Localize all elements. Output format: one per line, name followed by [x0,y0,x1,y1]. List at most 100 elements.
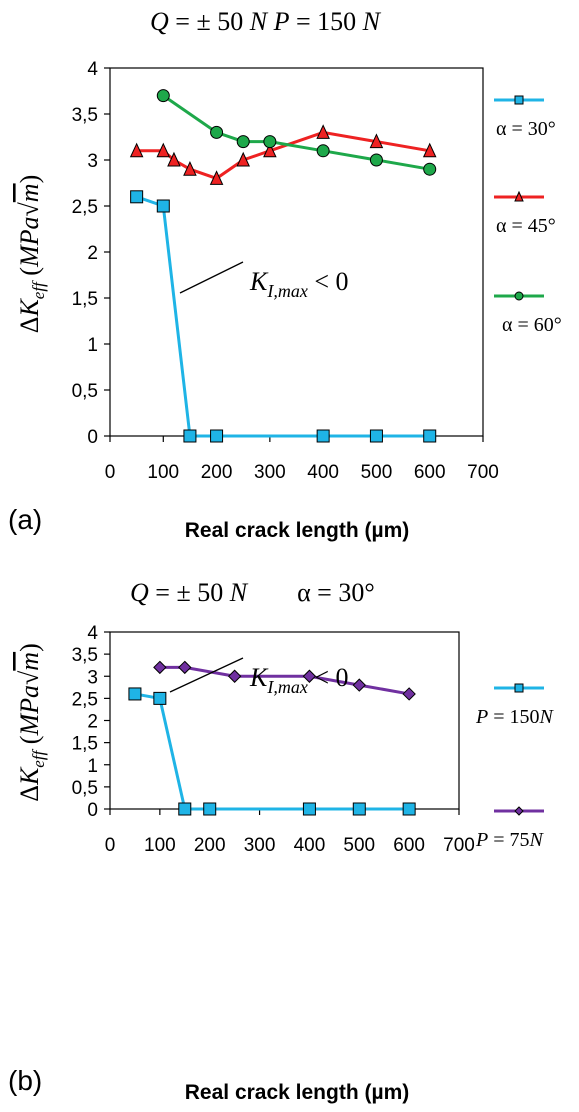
legend-marker [514,683,524,693]
data-point [210,429,224,443]
series-1 [129,124,437,185]
data-point [128,687,142,701]
series-line [136,130,430,181]
x-axis-label: Real crack length (µm) [185,1081,410,1104]
y-tick-label: 3 [87,667,98,688]
data-point [402,802,416,816]
y-tick-label: 0,5 [72,778,98,799]
series-0 [130,190,437,443]
x-tick-label: 700 [467,462,499,483]
x-tick-label: 600 [414,462,446,483]
annotation-kimax: KI,max < 0 [249,663,349,697]
y-tick-label: 2,5 [72,689,98,710]
data-point [423,429,437,443]
x-tick-label: 600 [393,835,425,856]
legend-label: P = 150N [475,706,555,728]
data-point [352,678,366,692]
x-tick-label: 100 [147,462,179,483]
x-tick-label: 400 [294,835,326,856]
legend-entry: α = 30° [494,95,556,140]
x-tick-label: 300 [244,835,276,856]
series-line [136,195,430,438]
data-point [263,135,277,149]
data-point [316,124,330,139]
y-tick-label: 1 [87,335,98,356]
data-point [227,669,242,683]
y-tick-label: 0 [87,427,98,448]
legend-label: α = 45° [496,215,556,237]
x-tick-label: 300 [254,462,286,483]
data-point [423,162,437,176]
data-point [153,691,167,705]
y-tick-label: 3,5 [72,645,98,666]
data-point [236,135,250,149]
data-point [203,802,217,816]
legend-marker [514,291,524,301]
chart-title: Q = ± 50 N P = 150 N [150,7,382,36]
data-point [236,151,250,167]
y-tick-label: 4 [87,623,98,644]
data-point [369,429,383,443]
data-point [156,199,170,213]
data-point [263,142,277,158]
data-point [178,660,192,675]
panel-label: (a) [8,504,42,535]
plot-frame [109,631,460,810]
y-tick-label: 1,5 [72,289,98,310]
series-0 [128,687,416,816]
data-point [210,125,224,139]
y-tick-label: 3 [87,151,98,172]
data-point [369,133,384,149]
legend-marker [514,190,524,202]
annotation-leader [179,261,244,294]
chart-panel-b: 00,511,522,533,540 100 200 300 400 500 600 700R… [8,578,555,1104]
legend-entry: α = 60° [494,291,562,336]
data-point [369,153,383,167]
x-axis-label: Real crack length (µm) [185,519,410,542]
y-tick-label: 1,5 [72,734,98,755]
data-point [183,161,197,176]
y-axis-label: ΔKeff (MPa√m) [15,643,48,802]
series-2 [156,89,437,176]
data-point [129,142,144,158]
y-tick-label: 2,5 [72,197,98,218]
data-point [302,802,316,816]
legend-label: P = 75N [475,829,545,851]
y-tick-label: 2 [87,712,98,733]
data-point [130,190,144,204]
x-tick-label: 0 [105,462,116,483]
data-point [167,151,181,167]
legend-entry: P = 75N [475,806,545,851]
data-point [422,142,437,158]
data-point [153,660,167,675]
y-tick-label: 3,5 [72,105,98,126]
data-point [156,142,171,158]
legend-marker [514,806,524,816]
chart-panel-a: 0 0,5 1 1,5 2 2,5 3 3,5 4 0 100 200 300 400 500 600 700 R… [8,7,562,542]
legend-entry: P = 150N [475,683,555,728]
x-tick-label: 500 [361,462,393,483]
y-tick-label: 2 [87,243,98,264]
series-line [134,692,410,811]
data-point [316,144,330,158]
data-point [302,669,317,683]
panel-label: (b) [8,1065,42,1096]
y-tick-label: 4 [87,59,98,80]
data-point [156,89,170,103]
x-tick-label: 200 [201,462,233,483]
y-tick-label: 0,5 [72,381,98,402]
x-tick-label: 0 [105,835,116,856]
data-point [352,802,366,816]
x-tick-label: 100 [144,835,176,856]
series-line [162,94,430,171]
data-point [183,429,197,443]
data-point [402,687,416,701]
x-tick-label: 400 [307,462,339,483]
legend-label: α = 60° [502,314,562,336]
y-tick-label: 0 [87,800,98,821]
x-tick-label: 200 [194,835,226,856]
data-point [316,429,330,443]
x-tick-label: 700 [443,835,475,856]
